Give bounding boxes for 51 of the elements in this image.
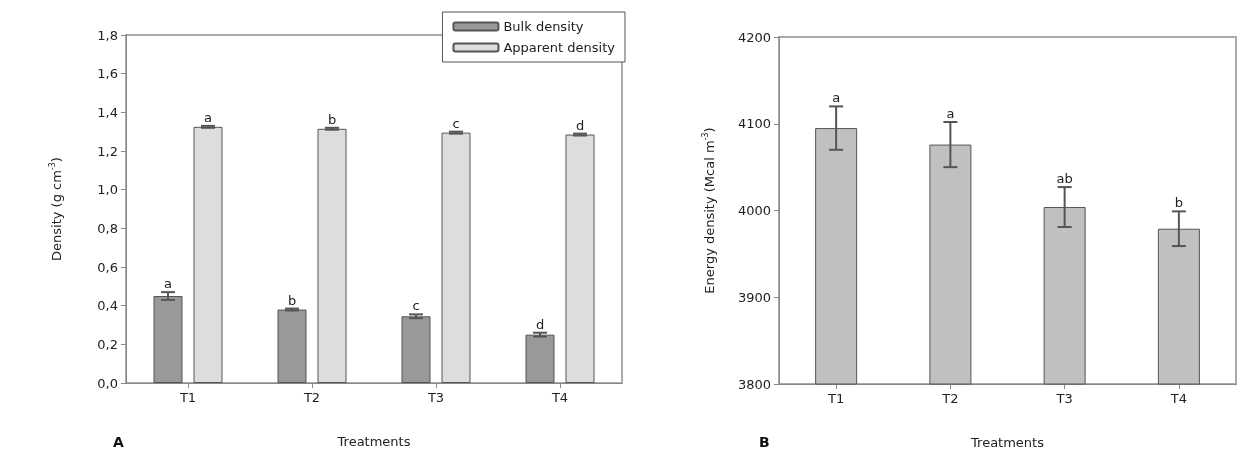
data-label: c [412, 298, 420, 314]
legend-label: Apparent density [503, 40, 616, 55]
bar [525, 334, 555, 383]
y-tick-label: 4200 [737, 29, 771, 45]
data-label: ab [1056, 170, 1073, 186]
y-tick-label: 3800 [737, 376, 771, 392]
data-label: a [204, 109, 212, 125]
x-tick-label: T1 [178, 390, 197, 405]
bar [401, 316, 431, 383]
text: B [759, 434, 770, 450]
data-label: b [287, 292, 297, 308]
y-tick-label: 4100 [737, 116, 771, 132]
x-tick-label: T2 [941, 391, 959, 406]
x-tick-label: T2 [302, 390, 321, 405]
y-tick-label: 1,2 [97, 143, 118, 159]
bar [317, 128, 347, 383]
data-label: a [164, 276, 172, 292]
x-tick-label: T1 [827, 391, 845, 406]
data-label: d [535, 316, 545, 332]
y-tick-label: 0,6 [97, 259, 118, 275]
data-label: b [327, 111, 337, 127]
x-tick-label: T3 [426, 390, 445, 405]
y-tick-label: 0,4 [97, 298, 118, 314]
y-tick-label: 0,2 [97, 336, 118, 352]
y-tick-label: 1,0 [97, 182, 118, 198]
x-axis-title: Treatments [970, 435, 1045, 450]
x-tick-label: T3 [1055, 391, 1073, 406]
data-label: c [452, 115, 460, 131]
bar [441, 132, 471, 383]
bar [565, 134, 595, 383]
x-tick-label: T4 [550, 390, 569, 405]
y-axis-title: Energy density (Mcal m-3) [700, 127, 717, 294]
y-tick-label: 4000 [737, 203, 771, 218]
x-tick-label: T4 [1169, 391, 1187, 406]
y-tick-label: 1,4 [97, 104, 118, 120]
data-label: d [575, 117, 585, 133]
data-label: a [946, 105, 955, 121]
y-tick-label: 0,0 [97, 375, 118, 391]
y-tick-label: 0,8 [97, 220, 118, 236]
text: A [113, 434, 124, 450]
data-label: a [832, 90, 841, 106]
bar [277, 309, 307, 383]
y-tick-label: 3900 [737, 289, 771, 305]
y-tick-label: 1,8 [97, 27, 118, 43]
y-axis-title: Density (g cm-3) [47, 157, 64, 261]
bar [193, 126, 223, 383]
x-axis-title: Treatments [336, 434, 411, 449]
legend-label: Bulk density [503, 19, 584, 34]
bar [153, 296, 183, 383]
data-label: b [1174, 195, 1184, 211]
y-tick-label: 1,6 [97, 66, 118, 82]
